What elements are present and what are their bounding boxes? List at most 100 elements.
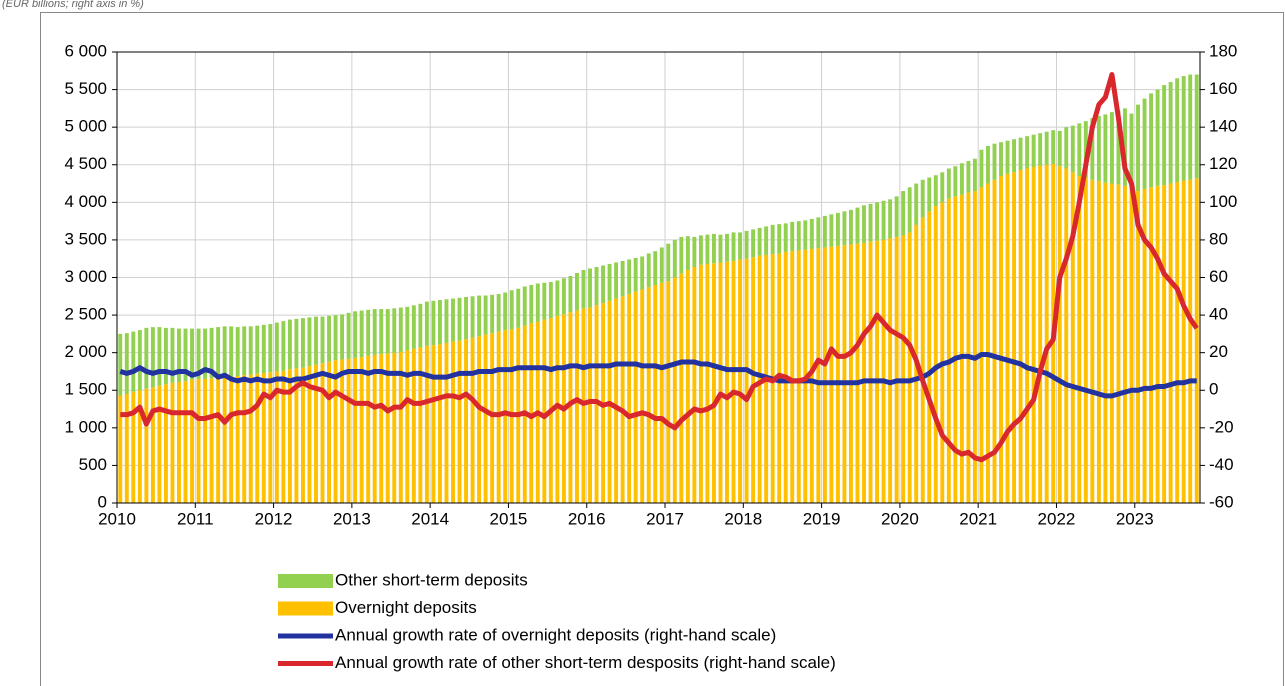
bar [803,220,808,250]
bar [268,372,273,503]
bar [118,395,123,503]
bar [894,196,899,237]
bar [1142,188,1147,503]
bar [653,285,658,503]
bar [1129,113,1134,188]
bar [242,326,247,376]
y-tick-label: 1 000 [64,417,107,436]
bar [725,233,729,262]
bar [959,163,964,195]
bar [124,394,129,503]
bar [333,315,338,361]
bar [829,246,834,503]
bar [594,266,599,306]
bar [640,256,645,290]
bar [751,229,756,258]
bar [946,168,951,199]
bar [659,247,664,283]
bar [1136,104,1140,192]
bar [314,316,318,365]
bar [646,253,651,288]
bar [796,250,801,503]
bar [620,260,625,297]
bar [1057,166,1062,503]
y2-tick-label: 160 [1209,79,1237,98]
bar [907,232,912,503]
bar [849,244,853,503]
bar [1103,182,1108,504]
bar [855,207,860,244]
bar [1136,191,1140,503]
bar [809,218,814,249]
bar [940,172,945,203]
bar [144,388,149,503]
bar [757,255,762,503]
bar [1044,131,1049,165]
bar [177,328,181,382]
bar [294,368,299,503]
line-series [119,352,1197,399]
bar [327,315,331,362]
bar [1051,130,1056,164]
bar [418,303,423,348]
bar [300,367,305,503]
bar [601,265,606,304]
bar [979,187,984,504]
bar [366,309,371,356]
bar [933,206,938,503]
bar [1142,98,1147,189]
bar [320,316,325,364]
bar [1181,180,1186,503]
y-tick-label: 2 500 [64,305,107,324]
legend-label: Annual growth rate of overnight deposits… [335,625,776,644]
bar [274,371,279,503]
bar [614,262,619,299]
bar [849,209,853,245]
bar [1070,125,1075,173]
bar [359,357,364,503]
bar [451,341,455,503]
bar [470,337,475,503]
bar [1083,177,1088,504]
legend-label: Annual growth rate of other short-term d… [335,653,836,672]
bar [868,203,873,242]
legend: Other short-term deposits Overnight depos… [278,570,836,672]
bar [790,251,795,503]
bar [1077,176,1082,503]
x-tick-label: 2016 [568,509,606,528]
bar [437,300,442,345]
x-tick-label: 2012 [255,509,293,528]
bar [411,305,416,349]
bar [1194,178,1199,503]
bar [229,326,234,377]
x-tick-label: 2013 [333,509,371,528]
bar [588,268,592,308]
y2-tick-label: 100 [1209,192,1237,211]
bar [640,289,645,503]
bar [1149,187,1154,504]
bar [190,328,194,380]
bar [679,236,684,274]
bar [1012,139,1017,173]
bar [862,242,866,503]
x-tick-label: 2019 [803,509,841,528]
bar [881,200,886,240]
legend-label: Other short-term deposits [335,570,528,589]
bar [999,176,1003,503]
bar [261,372,266,503]
bar [966,192,971,504]
bar [542,319,547,503]
bar [548,282,553,319]
bar [757,227,762,256]
bar [196,378,201,503]
bar [901,191,906,236]
bar [633,291,638,503]
bar [163,327,168,385]
bar [294,318,299,369]
bar [1064,127,1069,169]
bar [1129,187,1134,504]
bar [711,233,716,264]
bar [1103,114,1108,183]
bar [333,360,338,503]
